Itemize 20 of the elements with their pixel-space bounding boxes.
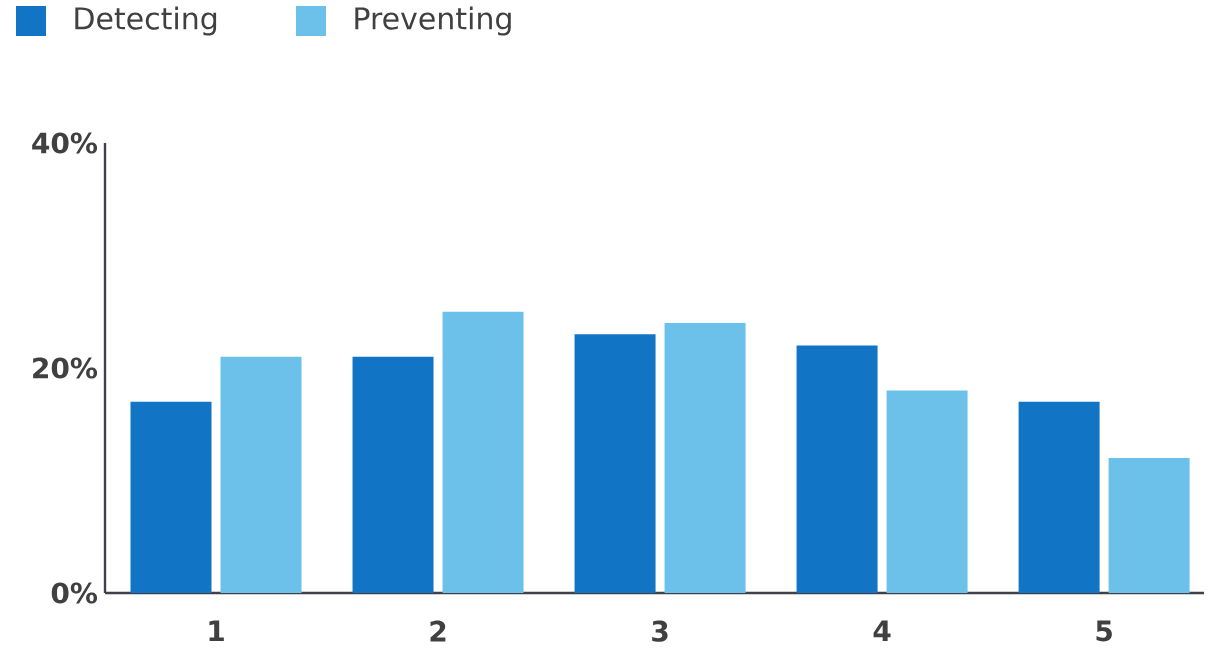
legend-label: Preventing xyxy=(355,6,511,36)
bar xyxy=(352,356,434,593)
bar xyxy=(442,311,524,593)
bar xyxy=(220,356,302,593)
bar xyxy=(574,334,656,593)
bar xyxy=(796,345,878,593)
y-tick-label: 20% xyxy=(33,357,98,379)
y-tick-label: 0% xyxy=(51,582,98,604)
x-tick-label: 3 xyxy=(652,620,668,642)
y-tick-label: 40% xyxy=(32,132,98,154)
x-tick-label: 1 xyxy=(209,620,224,642)
bar xyxy=(886,390,968,593)
legend-label: Detecting xyxy=(75,6,217,36)
x-tick-label: 5 xyxy=(1096,620,1112,642)
bar xyxy=(1018,401,1100,593)
bar xyxy=(130,401,212,593)
x-tick-label: 4 xyxy=(873,620,891,642)
bar xyxy=(664,323,746,593)
bar xyxy=(1108,458,1190,593)
x-tick-label: 2 xyxy=(430,620,446,642)
